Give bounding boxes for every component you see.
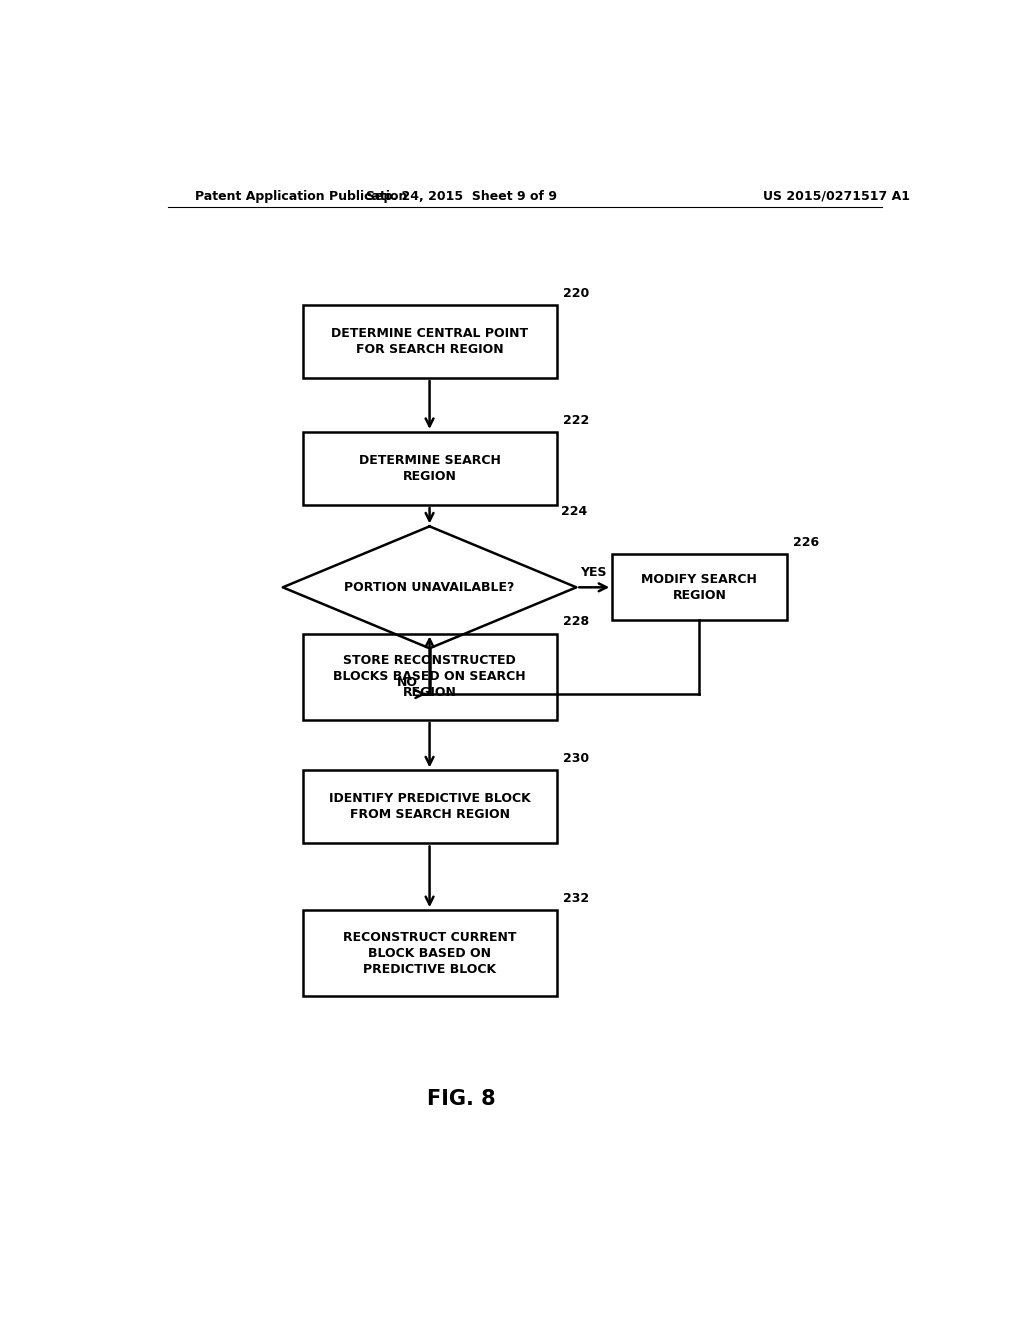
Text: 220: 220 [563,286,589,300]
Text: FIG. 8: FIG. 8 [427,1089,496,1109]
Bar [303,305,557,378]
Text: 230: 230 [563,752,589,766]
Text: RECONSTRUCT CURRENT
BLOCK BASED ON
PREDICTIVE BLOCK: RECONSTRUCT CURRENT BLOCK BASED ON PREDI… [343,931,516,975]
Text: 232: 232 [563,892,589,906]
Text: STORE RECONSTRUCTED
BLOCKS BASED ON SEARCH
REGION: STORE RECONSTRUCTED BLOCKS BASED ON SEAR… [333,655,526,700]
Text: DETERMINE SEARCH
REGION: DETERMINE SEARCH REGION [358,454,501,483]
Text: PORTION UNAVAILABLE?: PORTION UNAVAILABLE? [344,581,515,594]
Bar [303,432,557,506]
Polygon shape [283,527,577,648]
Text: IDENTIFY PREDICTIVE BLOCK
FROM SEARCH REGION: IDENTIFY PREDICTIVE BLOCK FROM SEARCH RE… [329,792,530,821]
Text: 224: 224 [560,506,587,519]
Text: US 2015/0271517 A1: US 2015/0271517 A1 [763,190,910,202]
Text: Patent Application Publication: Patent Application Publication [196,190,408,202]
Text: Sep. 24, 2015  Sheet 9 of 9: Sep. 24, 2015 Sheet 9 of 9 [366,190,557,202]
Text: 228: 228 [563,615,589,628]
Text: NO: NO [396,676,418,689]
Bar [612,554,786,620]
Text: MODIFY SEARCH
REGION: MODIFY SEARCH REGION [641,573,758,602]
Bar [303,771,557,843]
Text: 226: 226 [793,536,819,549]
Text: DETERMINE CENTRAL POINT
FOR SEARCH REGION: DETERMINE CENTRAL POINT FOR SEARCH REGIO… [331,327,528,356]
Bar [303,909,557,997]
Text: YES: YES [581,566,607,579]
Bar [303,634,557,719]
Text: 222: 222 [563,413,589,426]
